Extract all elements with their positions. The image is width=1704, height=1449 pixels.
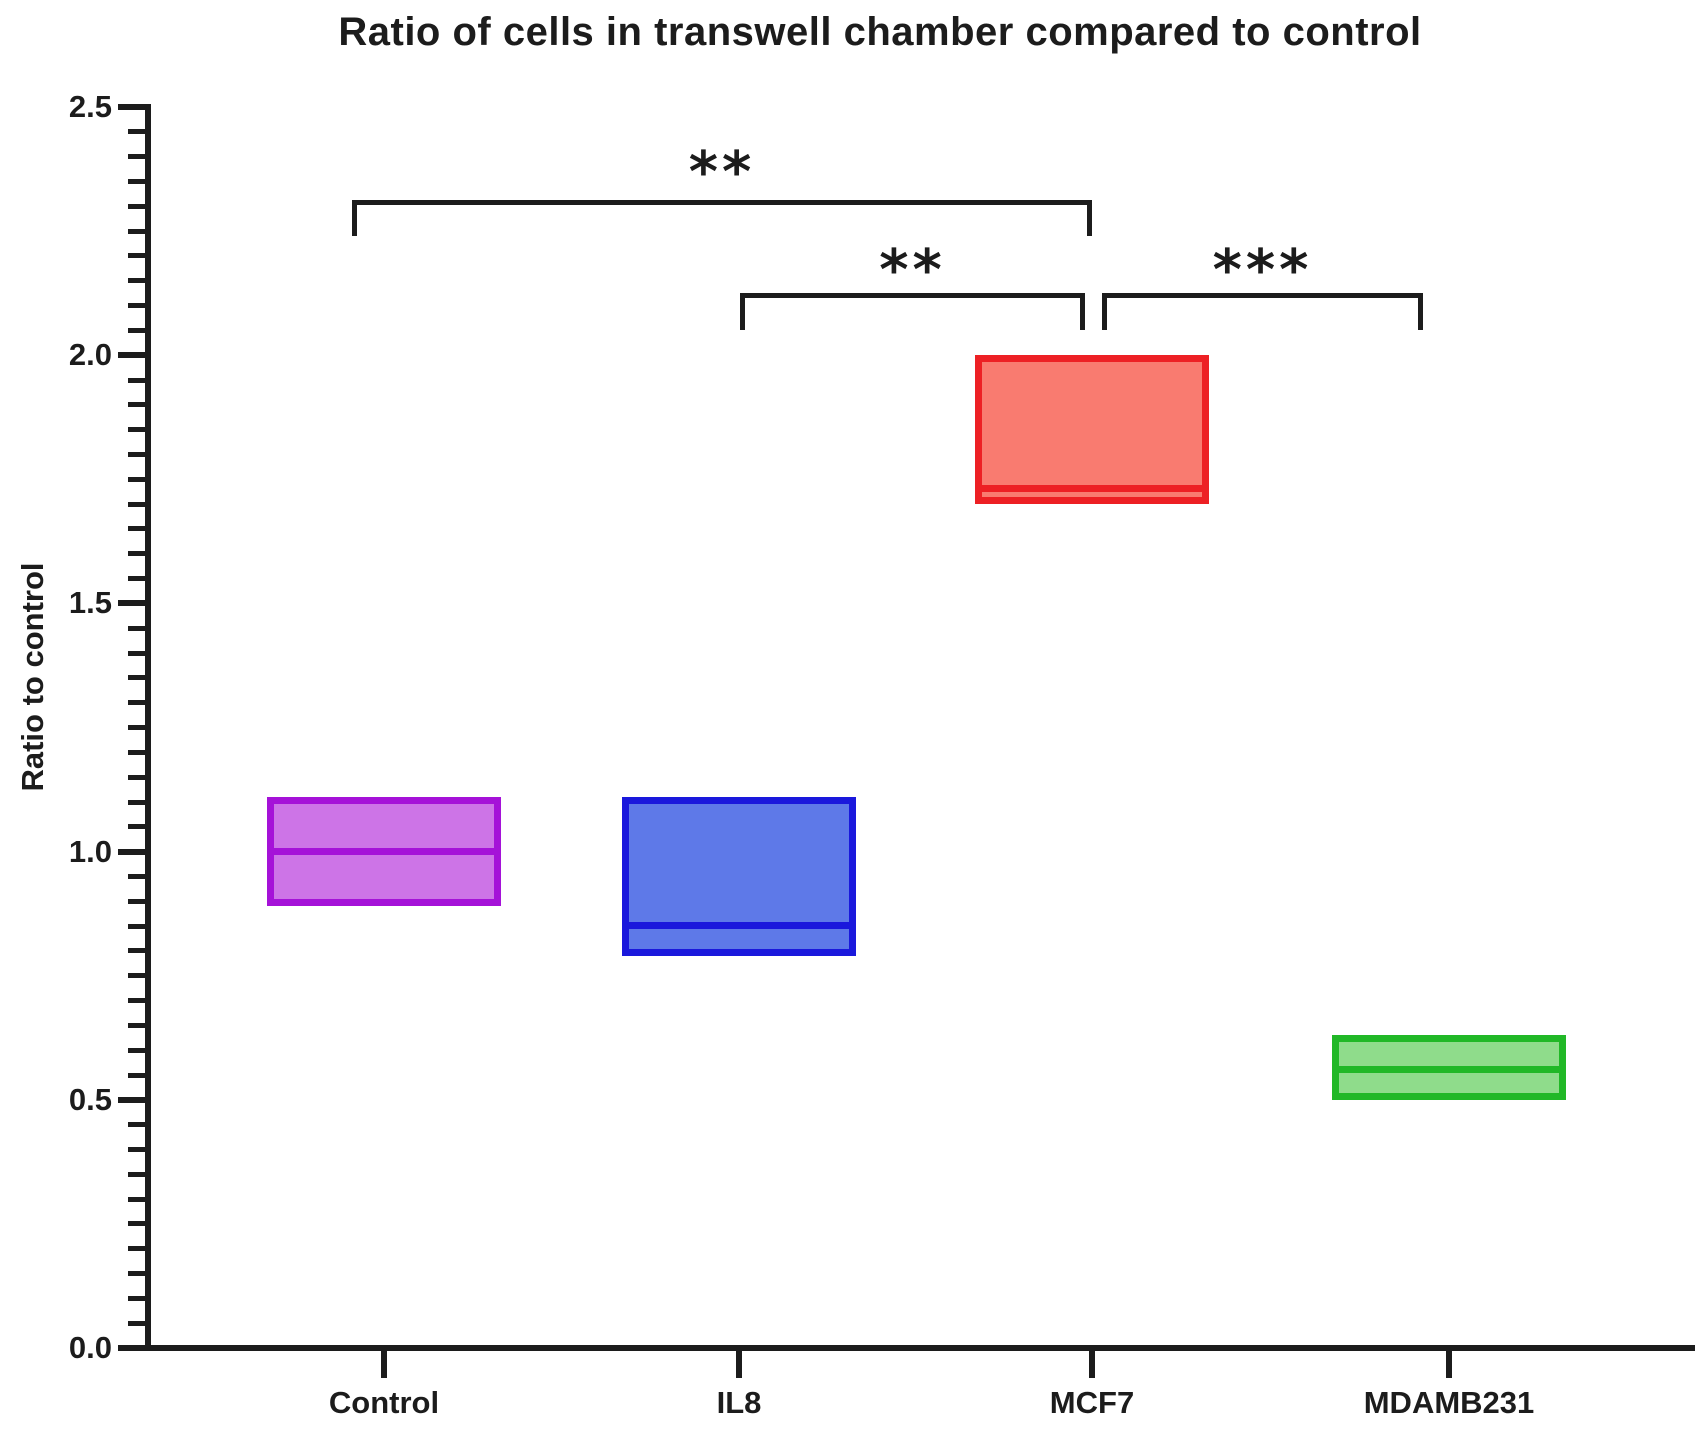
y-major-tick	[118, 352, 145, 359]
x-category-label: IL8	[716, 1385, 762, 1420]
y-minor-tick	[128, 501, 145, 507]
y-axis-line	[145, 104, 151, 1351]
y-minor-tick	[128, 1295, 145, 1301]
median-line-mdamb231	[1339, 1066, 1559, 1073]
x-tick	[1089, 1351, 1095, 1378]
y-minor-tick	[128, 1320, 145, 1326]
y-minor-tick	[128, 749, 145, 755]
y-minor-tick	[128, 774, 145, 780]
y-minor-tick	[128, 1221, 145, 1227]
y-major-tick	[118, 600, 145, 607]
y-minor-tick	[128, 452, 145, 457]
y-minor-tick	[128, 427, 145, 433]
y-minor-tick	[128, 1271, 145, 1276]
y-minor-tick	[128, 154, 145, 160]
y-minor-tick	[128, 700, 145, 706]
y-minor-tick	[128, 948, 145, 954]
sig-bracket-end	[352, 200, 357, 236]
y-minor-tick	[128, 973, 145, 979]
y-minor-tick	[128, 1047, 145, 1053]
sig-asterisks: ***	[1212, 238, 1313, 303]
y-minor-tick	[128, 377, 145, 383]
y-minor-tick	[128, 923, 145, 929]
y-minor-tick	[128, 526, 145, 532]
y-minor-tick	[128, 327, 145, 333]
x-tick	[736, 1351, 742, 1378]
sig-bracket-end	[1080, 293, 1085, 330]
y-minor-tick	[128, 799, 145, 805]
y-minor-tick	[128, 1022, 145, 1028]
y-minor-tick	[128, 551, 145, 557]
y-minor-tick	[128, 129, 145, 135]
y-minor-tick	[128, 898, 145, 904]
y-minor-tick	[128, 1072, 145, 1078]
median-line-il8	[629, 922, 849, 930]
y-minor-tick	[128, 303, 145, 309]
y-minor-tick	[128, 253, 145, 259]
y-minor-tick	[128, 1122, 145, 1128]
y-minor-tick	[128, 824, 145, 830]
y-tick-label: 0.0	[68, 1330, 112, 1365]
box-il8	[622, 797, 856, 956]
sig-bracket-end	[1418, 293, 1423, 330]
sig-bracket-bar	[352, 200, 1092, 205]
y-minor-tick	[128, 402, 145, 408]
y-minor-tick	[128, 228, 145, 234]
x-axis-line	[145, 1345, 1695, 1351]
y-minor-tick	[128, 476, 145, 482]
y-minor-tick	[128, 576, 145, 582]
x-category-label: Control	[328, 1385, 440, 1420]
y-tick-label: 1.5	[68, 585, 112, 621]
y-minor-tick	[128, 203, 145, 209]
y-tick-label: 0.5	[68, 1081, 112, 1117]
sig-asterisks: **	[879, 238, 946, 303]
sig-bracket-bar	[740, 293, 1085, 298]
y-minor-tick	[128, 675, 145, 681]
sig-asterisks: **	[688, 140, 756, 205]
sig-bracket-bar	[1102, 293, 1423, 298]
x-tick	[1446, 1351, 1452, 1378]
y-minor-tick	[128, 278, 145, 284]
x-category-label: MDAMB231	[1363, 1385, 1535, 1420]
y-minor-tick	[128, 873, 145, 879]
y-minor-tick	[128, 725, 145, 730]
x-category-label: MCF7	[1049, 1385, 1135, 1420]
sig-bracket-end	[1087, 200, 1092, 236]
x-tick	[381, 1351, 387, 1378]
chart-title: Ratio of cells in transwell chamber comp…	[338, 10, 1422, 54]
y-major-tick	[118, 104, 145, 110]
y-tick-label: 1.0	[68, 833, 112, 869]
y-minor-tick	[128, 1246, 145, 1252]
y-minor-tick	[128, 1196, 145, 1202]
median-line-control	[274, 847, 494, 855]
y-minor-tick	[128, 625, 145, 631]
sig-bracket-end	[1102, 293, 1107, 330]
y-minor-tick	[128, 179, 145, 184]
y-tick-label: 2.5	[68, 89, 112, 124]
y-tick-label: 2.0	[68, 337, 112, 373]
median-line-mcf7	[982, 485, 1202, 493]
y-minor-tick	[128, 998, 145, 1003]
y-minor-tick	[128, 650, 145, 656]
y-minor-tick	[128, 1171, 145, 1177]
y-major-tick	[118, 1345, 145, 1351]
box-mcf7	[975, 355, 1209, 505]
y-minor-tick	[128, 1146, 145, 1152]
y-major-tick	[118, 1096, 145, 1103]
sig-bracket-end	[740, 293, 745, 330]
y-major-tick	[118, 848, 145, 855]
